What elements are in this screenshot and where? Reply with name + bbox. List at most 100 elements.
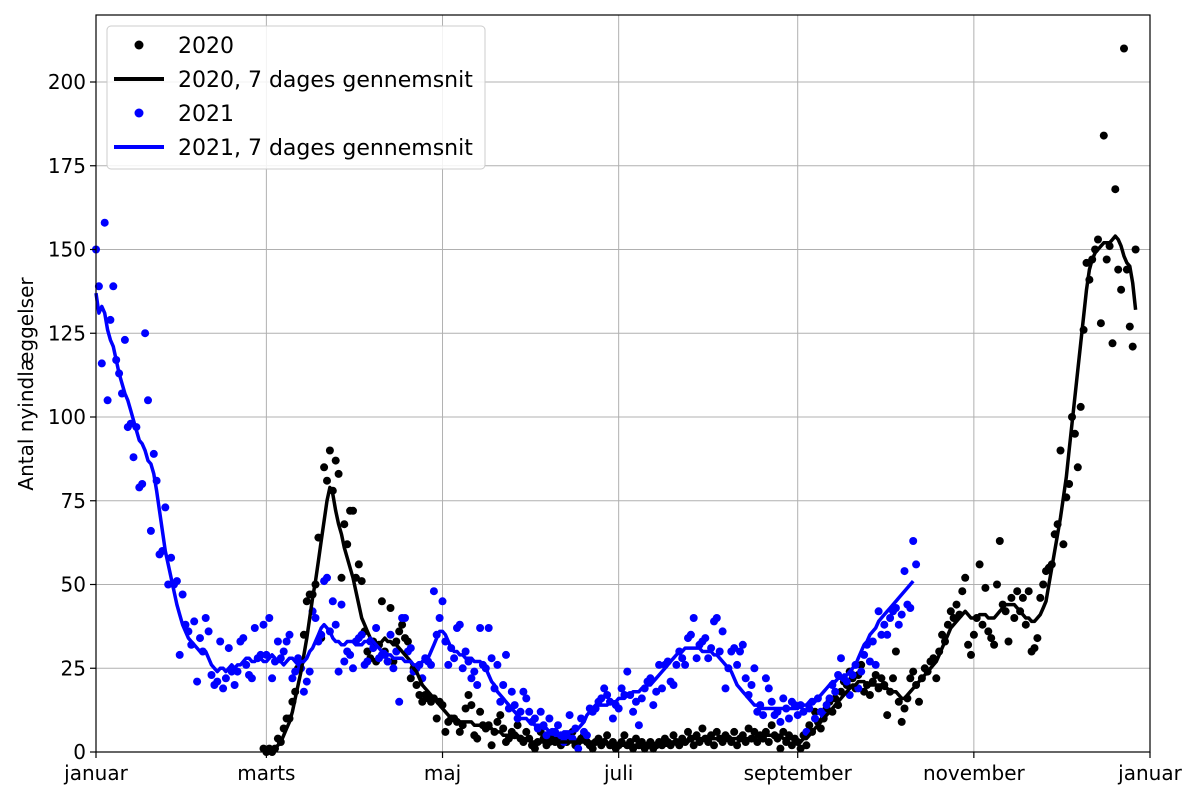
data-point-2021 <box>265 614 274 622</box>
data-point-2021 <box>167 553 176 562</box>
x-axis-ticks: januar marts maj juli september november janua… <box>63 752 1183 785</box>
data-point-2021 <box>299 687 308 696</box>
data-point-2021 <box>389 664 398 673</box>
data-point-2020 <box>958 587 967 596</box>
data-point-2021 <box>94 282 103 291</box>
data-point-2021 <box>204 627 213 636</box>
data-point-2021 <box>268 674 277 683</box>
series-layer <box>92 44 1140 756</box>
data-point-2021 <box>678 654 687 663</box>
data-point-2020 <box>1094 235 1102 244</box>
data-point-2021 <box>704 654 713 663</box>
data-point-2020 <box>1120 44 1128 53</box>
data-point-2021 <box>658 684 666 693</box>
data-point-2021 <box>279 647 288 656</box>
data-point-2020 <box>946 607 955 616</box>
x-tick-label: september <box>744 761 853 785</box>
y-axis-label: Antal nyindlæggelser <box>14 277 38 491</box>
data-point-2021 <box>427 660 435 669</box>
data-point-2021 <box>689 614 698 622</box>
data-point-2020 <box>496 711 505 720</box>
data-point-2021 <box>103 396 112 405</box>
data-point-2020 <box>467 701 476 710</box>
data-point-2021 <box>239 634 248 643</box>
data-point-2020 <box>909 667 918 676</box>
data-point-2021 <box>450 654 459 663</box>
data-point-2020 <box>669 731 678 740</box>
data-point-2021 <box>395 697 404 706</box>
data-point-2020 <box>906 674 915 683</box>
data-point-2020 <box>412 681 421 689</box>
data-point-2020 <box>990 640 999 649</box>
data-point-2021 <box>323 573 331 582</box>
data-point-2021 <box>349 664 357 673</box>
data-point-2021 <box>634 721 643 730</box>
data-point-2021 <box>897 610 906 619</box>
data-point-2020 <box>1108 339 1117 348</box>
data-point-2020 <box>900 704 909 713</box>
data-point-2021 <box>328 597 337 606</box>
data-point-2021 <box>536 707 545 716</box>
x-tick-label: juli <box>603 761 633 785</box>
data-point-2021 <box>721 684 730 693</box>
y-tick-label: 125 <box>48 321 86 345</box>
data-point-2020 <box>938 630 947 639</box>
data-point-2021 <box>857 667 866 676</box>
y-axis-ticks: 0 25 50 75 100 125 150 175 200 <box>48 70 96 764</box>
data-point-2020 <box>377 597 386 606</box>
data-point-2021 <box>865 657 874 666</box>
data-point-2021 <box>652 687 661 696</box>
data-point-2020 <box>1099 131 1108 140</box>
data-point-2021 <box>97 359 106 368</box>
data-point-2020 <box>603 731 612 740</box>
data-point-2020 <box>860 687 869 696</box>
data-point-2020 <box>476 707 485 716</box>
data-point-2021 <box>120 335 129 344</box>
data-point-2020 <box>915 697 923 706</box>
data-point-2021 <box>669 681 678 689</box>
data-point-2021 <box>701 634 710 643</box>
data-point-2021 <box>730 644 739 653</box>
data-point-2021 <box>519 687 528 696</box>
avg-line-2020 <box>270 234 1138 754</box>
data-point-2020 <box>981 583 990 592</box>
data-point-2021 <box>149 449 158 458</box>
data-point-2021 <box>435 614 444 622</box>
plot-frame <box>95 14 1151 753</box>
y-tick-label: 25 <box>61 656 86 680</box>
x-tick-label: marts <box>237 761 295 785</box>
data-point-2021 <box>761 674 770 683</box>
data-point-2021 <box>632 697 640 706</box>
data-point-2021 <box>288 674 297 683</box>
data-point-2021 <box>877 630 886 639</box>
data-point-2020 <box>1013 587 1022 596</box>
data-point-2021 <box>681 660 690 669</box>
data-point-2020 <box>1102 255 1111 264</box>
data-point-2021 <box>178 590 187 599</box>
data-point-2020 <box>857 660 866 669</box>
data-point-2021 <box>473 681 482 689</box>
data-point-2020 <box>357 577 366 586</box>
data-point-2021 <box>894 620 903 629</box>
data-point-2021 <box>141 329 150 338</box>
legend-2020-avg-label: 2020, 7 dages gennemsnit <box>178 68 473 93</box>
data-point-2020 <box>1021 620 1030 629</box>
data-point-2020 <box>1117 285 1126 294</box>
data-point-2021 <box>109 282 118 291</box>
data-point-2021 <box>372 624 381 632</box>
data-point-2021 <box>106 315 115 324</box>
data-point-2020 <box>952 600 961 609</box>
data-point-2020 <box>334 469 343 478</box>
x-tick-label: januar <box>1117 761 1182 785</box>
x-tick-label: maj <box>424 761 461 785</box>
data-point-2020 <box>710 741 718 750</box>
data-point-2021 <box>574 744 583 753</box>
data-point-2020 <box>1030 644 1039 653</box>
data-point-2020 <box>320 463 329 472</box>
data-point-2021 <box>776 717 785 726</box>
data-point-2020 <box>323 476 331 485</box>
legend-2020-label: 2020 <box>178 34 234 59</box>
data-point-2020 <box>978 620 987 629</box>
data-point-2020 <box>395 627 404 636</box>
